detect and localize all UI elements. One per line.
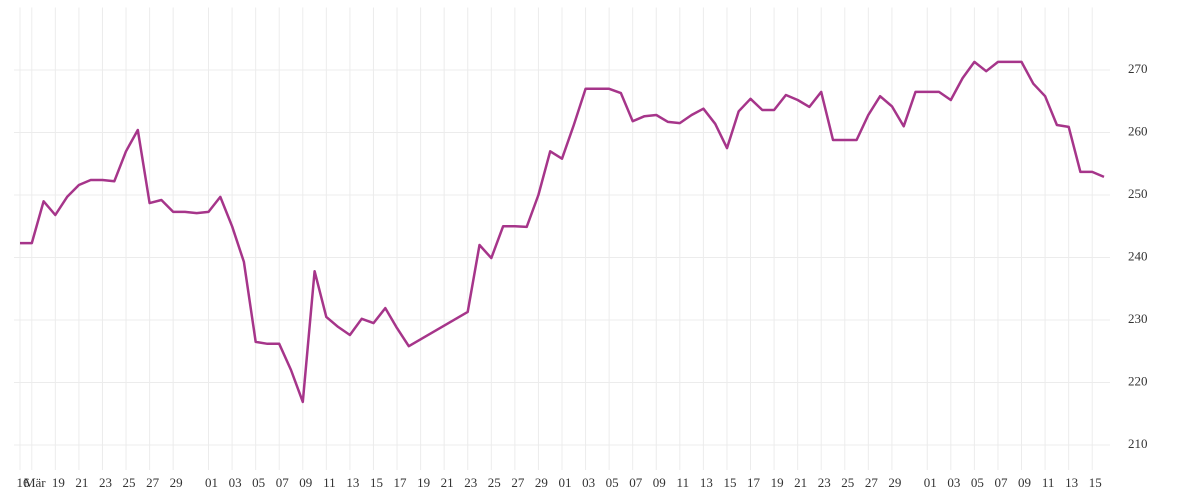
x-tick-label: 03 bbox=[229, 475, 242, 490]
x-tick-label: 23 bbox=[99, 475, 112, 490]
x-tick-label: 25 bbox=[841, 475, 854, 490]
x-tick-label: 05 bbox=[971, 475, 984, 490]
x-tick-label: 03 bbox=[947, 475, 960, 490]
x-tick-label: 15 bbox=[1089, 475, 1102, 490]
x-tick-label: 23 bbox=[818, 475, 831, 490]
x-tick-label: 05 bbox=[606, 475, 619, 490]
x-tick-label: Mär bbox=[24, 475, 46, 490]
x-tick-label: 01 bbox=[924, 475, 937, 490]
x-tick-label: 09 bbox=[1018, 475, 1031, 490]
x-tick-label: 01 bbox=[559, 475, 572, 490]
x-tick-label: 21 bbox=[441, 475, 454, 490]
x-tick-label: 17 bbox=[394, 475, 408, 490]
x-tick-label: 15 bbox=[723, 475, 736, 490]
y-tick-label: 270 bbox=[1128, 61, 1148, 76]
y-tick-label: 210 bbox=[1128, 436, 1148, 451]
x-tick-label: 19 bbox=[771, 475, 784, 490]
x-tick-label: 17 bbox=[747, 475, 761, 490]
y-tick-label: 250 bbox=[1128, 186, 1148, 201]
x-tick-label: 27 bbox=[511, 475, 525, 490]
x-tick-label: 03 bbox=[582, 475, 595, 490]
x-tick-label: 19 bbox=[417, 475, 430, 490]
x-tick-label: 11 bbox=[1042, 475, 1055, 490]
x-tick-label: 16 bbox=[17, 475, 31, 490]
x-tick-label: 27 bbox=[865, 475, 879, 490]
x-tick-label: 15 bbox=[370, 475, 383, 490]
x-tick-label: 23 bbox=[464, 475, 477, 490]
x-tick-label: 13 bbox=[1065, 475, 1078, 490]
x-tick-label: 07 bbox=[994, 475, 1008, 490]
x-tick-label: 29 bbox=[888, 475, 901, 490]
x-tick-label: 13 bbox=[346, 475, 359, 490]
x-tick-label: 07 bbox=[629, 475, 643, 490]
x-tick-label: 09 bbox=[653, 475, 666, 490]
x-tick-label: 13 bbox=[700, 475, 713, 490]
x-tick-label: 11 bbox=[323, 475, 336, 490]
x-tick-label: 01 bbox=[205, 475, 218, 490]
x-tick-label: 09 bbox=[299, 475, 312, 490]
x-tick-label: 19 bbox=[52, 475, 65, 490]
y-tick-label: 230 bbox=[1128, 311, 1148, 326]
x-tick-label: 25 bbox=[123, 475, 136, 490]
x-tick-label: 05 bbox=[252, 475, 265, 490]
x-tick-label: 21 bbox=[794, 475, 807, 490]
x-tick-label: 29 bbox=[170, 475, 183, 490]
y-tick-label: 260 bbox=[1128, 123, 1148, 138]
x-tick-label: 25 bbox=[488, 475, 501, 490]
x-tick-label: 21 bbox=[75, 475, 88, 490]
x-tick-label: 07 bbox=[276, 475, 290, 490]
x-tick-label: 11 bbox=[677, 475, 690, 490]
line-series bbox=[20, 60, 1105, 404]
x-tick-label: 29 bbox=[535, 475, 548, 490]
y-tick-label: 220 bbox=[1128, 373, 1148, 388]
y-tick-label: 240 bbox=[1128, 248, 1148, 263]
x-tick-label: 27 bbox=[146, 475, 160, 490]
